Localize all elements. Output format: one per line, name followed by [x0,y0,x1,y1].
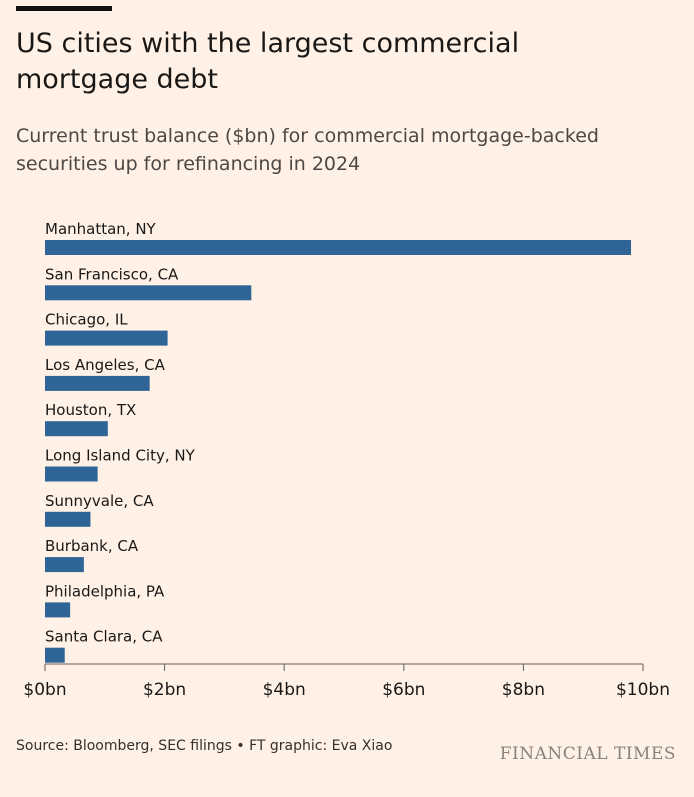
x-tick-label: $10bn [616,680,670,700]
x-tick-label: $2bn [143,680,186,700]
x-tick-label: $4bn [263,680,306,700]
chart-subtitle: Current trust balance ($bn) for commerci… [16,125,599,175]
category-label: Santa Clara, CA [45,628,163,646]
category-label: Chicago, IL [45,311,128,329]
category-label: Manhattan, NY [45,220,157,238]
bar [45,511,91,527]
bar [45,330,168,346]
x-tick-label: $6bn [382,680,425,700]
x-tick-label: $0bn [23,680,66,700]
category-label: Houston, TX [45,401,136,419]
bar [45,602,71,618]
category-label: Burbank, CA [45,537,139,555]
bar [45,647,65,663]
bar [45,375,150,391]
category-label: San Francisco, CA [45,265,179,283]
bar-chart: Manhattan, NY San Francisco, CA Chicago, I… [23,220,670,700]
chart-title: US cities with the largest commercial mo… [16,28,520,95]
category-label: Philadelphia, PA [45,582,165,600]
bar [45,285,252,301]
bar [45,421,108,437]
x-tick-label: $8bn [502,680,545,700]
bar [45,240,632,255]
top-rule [16,6,112,11]
category-label: Long Island City, NY [45,447,196,465]
category-label: Sunnyvale, CA [45,492,154,510]
bar [45,557,84,573]
bar [45,466,98,482]
ft-logo: FINANCIAL TIMES [499,744,676,764]
category-label: Los Angeles, CA [45,356,166,374]
source-note: Source: Bloomberg, SEC filings • FT grap… [16,738,393,754]
